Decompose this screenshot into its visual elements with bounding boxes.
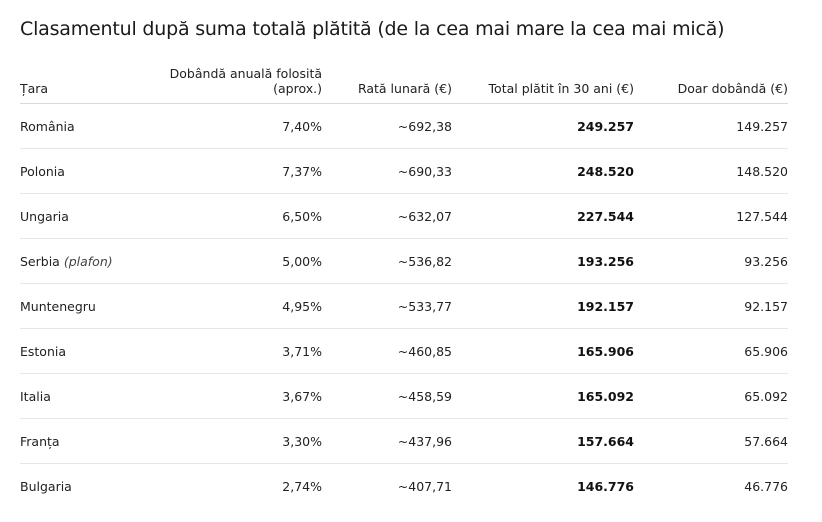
ranking-table: Țara Dobândă anuală folosită (aprox.) Ra… [20, 54, 788, 508]
header-interest-only: Doar dobândă (€) [634, 54, 788, 104]
cell-annual-rate: 3,67% [165, 373, 322, 419]
cell-monthly-payment: ~437,96 [322, 418, 452, 464]
cell-total-paid: 165.906 [452, 328, 634, 374]
country-name: Muntenegru [20, 298, 96, 314]
table-row: România 7,40% ~692,38 249.257 149.257 [20, 103, 788, 149]
table-row: Italia 3,67% ~458,59 165.092 65.092 [20, 373, 788, 419]
cell-country: Estonia [20, 328, 165, 374]
table-row: Estonia 3,71% ~460,85 165.906 65.906 [20, 328, 788, 374]
country-name: Franța [20, 433, 60, 449]
cell-total-paid: 227.544 [452, 193, 634, 239]
cell-country: Muntenegru [20, 283, 165, 329]
header-country: Țara [20, 54, 165, 104]
table-row: Serbia (plafon) 5,00% ~536,82 193.256 93.256 [20, 238, 788, 284]
header-row: Țara Dobândă anuală folosită (aprox.) Ra… [20, 54, 788, 104]
page-title: Clasamentul după suma totală plătită (de… [20, 18, 725, 40]
cell-monthly-payment: ~536,82 [322, 238, 452, 284]
cell-annual-rate: 2,74% [282, 478, 322, 494]
cell-total-paid: 157.664 [452, 418, 634, 464]
cell-total-paid: 249.257 [452, 103, 634, 149]
cell-monthly-payment: ~632,07 [322, 193, 452, 239]
cell-interest-only: 149.257 [634, 103, 788, 149]
cell-monthly-payment: ~407,71 [397, 478, 452, 494]
table-header: Țara Dobândă anuală folosită (aprox.) Ra… [20, 54, 788, 104]
cell-country: Franța [20, 418, 165, 464]
cell-annual-rate: 6,50% [165, 193, 322, 239]
cell-monthly-payment: ~460,85 [322, 328, 452, 374]
country-name: Estonia [20, 343, 67, 359]
cell-country: România [20, 103, 165, 149]
cell-interest-only: 57.664 [634, 418, 788, 464]
cell-total-paid: 165.092 [452, 373, 634, 419]
header-annual-rate-line1: Dobândă anuală folosită [169, 66, 322, 81]
cell-monthly-payment: ~690,33 [322, 148, 452, 194]
cell-interest-only: 93.256 [634, 238, 788, 284]
cell-interest-only: 65.906 [634, 328, 788, 374]
header-annual-rate: Dobândă anuală folosită (aprox.) [165, 54, 322, 104]
cell-monthly-payment: ~458,59 [322, 373, 452, 419]
cell-annual-rate: 7,37% [165, 148, 322, 194]
table-row: Bulgaria 2,74% ~407,71 146.776 46.776 [20, 464, 788, 509]
country-name: România [20, 118, 75, 134]
cell-annual-rate: 7,40% [165, 103, 322, 149]
table-row: Ungaria 6,50% ~632,07 227.544 127.544 [20, 193, 788, 239]
cell-annual-rate: 5,00% [165, 238, 322, 284]
cell-country: Bulgaria [20, 464, 165, 509]
table-row: Polonia 7,37% ~690,33 248.520 148.520 [20, 148, 788, 194]
cell-annual-rate: 3,71% [165, 328, 322, 374]
cell-interest-only: 148.520 [634, 148, 788, 194]
country-name: Serbia [20, 253, 60, 269]
cell-country: Italia [20, 373, 165, 419]
cell-monthly-payment: ~533,77 [322, 283, 452, 329]
cell-total-paid: 192.157 [452, 283, 634, 329]
country-name: Italia [20, 388, 51, 404]
table-row: Muntenegru 4,95% ~533,77 192.157 92.157 [20, 283, 788, 329]
country-note: (plafon) [63, 253, 113, 269]
cell-total-paid: 193.256 [452, 238, 634, 284]
cell-total-paid: 248.520 [452, 148, 634, 194]
cell-annual-rate: 3,30% [165, 418, 322, 464]
cell-total-paid: 146.776 [577, 478, 634, 494]
cell-monthly-payment: ~692,38 [322, 103, 452, 149]
country-name: Bulgaria [20, 478, 72, 494]
header-monthly-payment: Rată lunară (€) [322, 54, 452, 104]
cell-annual-rate: 4,95% [165, 283, 322, 329]
header-annual-rate-line2: (aprox.) [273, 81, 322, 96]
country-name: Polonia [20, 163, 65, 179]
cell-interest-only: 92.157 [634, 283, 788, 329]
cell-country: Serbia (plafon) [20, 238, 165, 284]
country-name: Ungaria [20, 208, 69, 224]
cell-interest-only: 127.544 [634, 193, 788, 239]
cell-interest-only: 65.092 [634, 373, 788, 419]
cell-country: Polonia [20, 148, 165, 194]
table-body: România 7,40% ~692,38 249.257 149.257 Polonia… [20, 103, 788, 509]
table-row: Franța 3,30% ~437,96 157.664 57.664 [20, 418, 788, 464]
header-total-paid: Total plătit în 30 ani (€) [452, 54, 634, 104]
cell-interest-only: 46.776 [744, 478, 788, 494]
cell-country: Ungaria [20, 193, 165, 239]
